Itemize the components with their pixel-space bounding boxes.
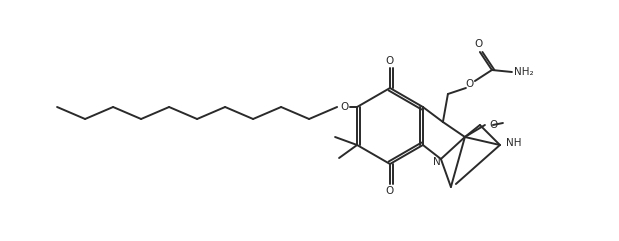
Text: N: N [433,157,441,167]
Text: O: O [340,102,348,112]
Text: NH: NH [506,138,522,148]
Text: O: O [386,56,394,66]
Text: O: O [489,120,497,130]
Text: O: O [475,39,483,49]
Text: NH₂: NH₂ [514,67,534,77]
Text: O: O [465,79,474,89]
Text: O: O [386,186,394,196]
